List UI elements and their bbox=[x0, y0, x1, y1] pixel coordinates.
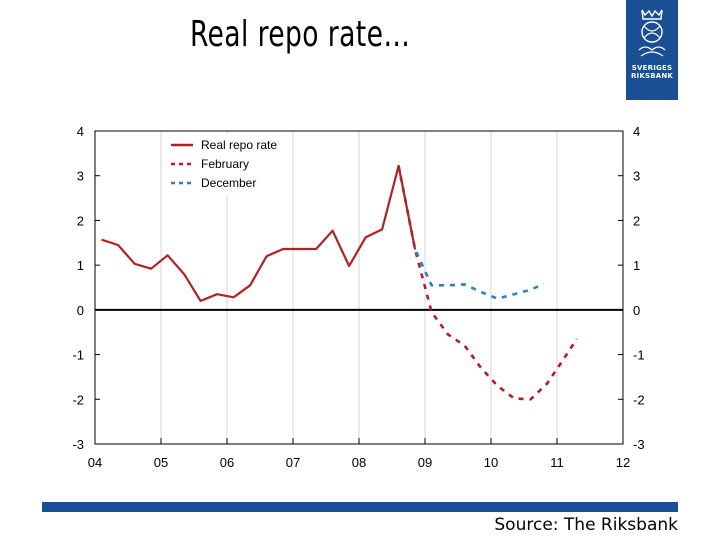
y-tick-label-left: -3 bbox=[72, 437, 84, 452]
y-tick-label-left: -2 bbox=[72, 392, 84, 407]
y-tick-label-right: 4 bbox=[633, 124, 640, 139]
y-tick-label-right: 1 bbox=[633, 258, 640, 273]
x-tick-label: 06 bbox=[220, 455, 234, 470]
legend-label: December bbox=[201, 176, 256, 190]
y-tick-label-right: -2 bbox=[633, 392, 645, 407]
legend-label: February bbox=[201, 157, 249, 171]
x-tick-label: 07 bbox=[286, 455, 300, 470]
y-tick-label-right: 2 bbox=[633, 213, 640, 228]
y-tick-label-left: -1 bbox=[72, 348, 84, 363]
chart-legend: Real repo rate February December bbox=[165, 135, 291, 195]
logo-line2: RIKSBANK bbox=[630, 72, 674, 80]
x-tick-label: 10 bbox=[484, 455, 498, 470]
series-line-december bbox=[397, 165, 545, 301]
y-tick-label-left: 4 bbox=[77, 124, 84, 139]
x-tick-label: 05 bbox=[154, 455, 168, 470]
x-tick-label: 09 bbox=[418, 455, 432, 470]
source-note: Source: The Riksbank bbox=[494, 515, 678, 535]
x-tick-label: 08 bbox=[352, 455, 366, 470]
x-tick-label: 11 bbox=[550, 455, 564, 470]
chart-ticks: 4 43 32 21 10 0-1 -1-2 -2-3 -304 05 06 07 08 09 10 11 12 bbox=[72, 124, 644, 470]
legend-label: Real repo rate bbox=[201, 138, 277, 152]
y-tick-label-right: -3 bbox=[633, 437, 645, 452]
y-tick-label-left: 1 bbox=[77, 258, 84, 273]
y-tick-label-right: 0 bbox=[633, 303, 640, 318]
riksbank-logo: SVERIGES RIKSBANK bbox=[626, 0, 678, 100]
footer-bar bbox=[42, 502, 678, 512]
series-line-real-repo-rate bbox=[101, 164, 417, 302]
logo-line1: SVERIGES bbox=[631, 64, 673, 72]
x-tick-label: 12 bbox=[616, 455, 630, 470]
y-tick-label-left: 0 bbox=[77, 303, 84, 318]
crown-emblem-icon bbox=[638, 9, 666, 57]
y-tick-label-left: 3 bbox=[77, 169, 84, 184]
y-tick-label-right: 3 bbox=[633, 169, 640, 184]
x-tick-label: 04 bbox=[88, 455, 102, 470]
chart-series bbox=[101, 164, 578, 401]
slide-title: Real repo rate… bbox=[190, 14, 411, 55]
y-tick-label-right: -1 bbox=[633, 348, 645, 363]
y-tick-label-left: 2 bbox=[77, 213, 84, 228]
